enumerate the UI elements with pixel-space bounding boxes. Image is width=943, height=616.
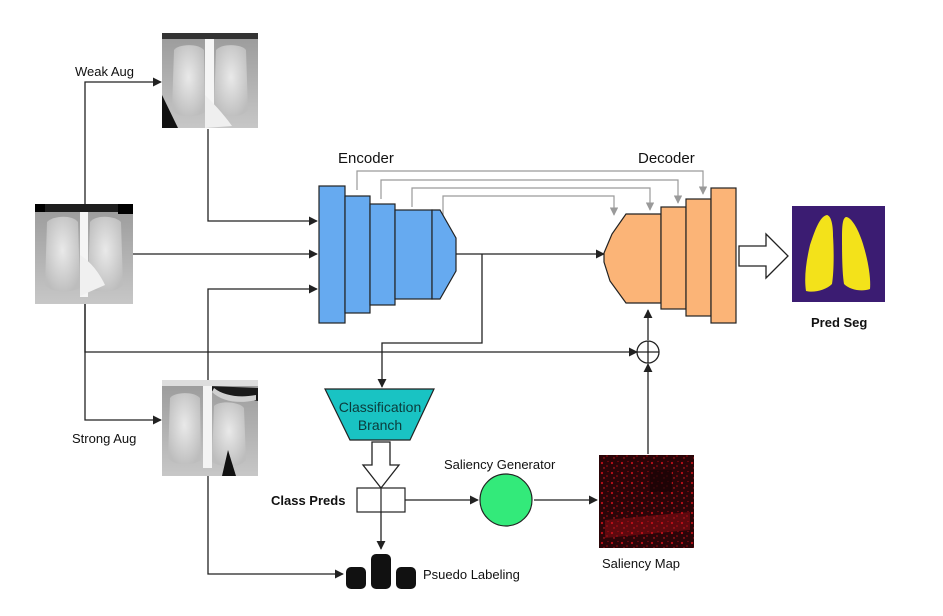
encoder-label: Encoder — [338, 150, 394, 167]
hollow-down-arrow-icon — [361, 441, 401, 490]
arrow-strong-aug-to-encoder — [207, 284, 318, 380]
decoder-label: Decoder — [638, 150, 695, 167]
classification-label-line2: Branch — [358, 417, 402, 433]
arrow-input-to-sum — [84, 304, 638, 357]
saliency-generator-label: Saliency Generator — [444, 457, 556, 472]
pred-seg-image — [792, 206, 885, 302]
arrow-strong-aug-to-pseudo — [207, 476, 344, 579]
saliency-map-label: Saliency Map — [602, 556, 680, 571]
class-preds-label: Class Preds — [271, 493, 345, 508]
arrow-input-to-weak-aug — [84, 77, 162, 204]
hollow-arrow-icon — [738, 232, 789, 280]
saliency-map-image — [599, 455, 694, 548]
encoder-block — [318, 185, 457, 324]
skip-connections — [356, 170, 708, 218]
weak-aug-label: Weak Aug — [75, 64, 134, 79]
arrow-weak-aug-to-encoder — [207, 129, 318, 226]
arrow-bottleneck-to-classifier — [377, 254, 483, 388]
weak-aug-xray-image — [162, 33, 258, 128]
classification-label-line1: Classification — [339, 399, 421, 415]
saliency-generator-node — [479, 473, 533, 527]
arrow-input-to-strong-aug — [84, 304, 162, 425]
classification-branch — [324, 388, 435, 441]
pseudo-labeling-label: Psuedo Labeling — [423, 567, 520, 582]
strong-aug-xray-image — [162, 380, 258, 476]
pseudo-labeling-icon — [346, 554, 416, 589]
decoder-block — [603, 187, 737, 324]
strong-aug-label: Strong Aug — [72, 431, 136, 446]
pred-seg-label: Pred Seg — [811, 315, 867, 330]
input-xray-image — [35, 204, 133, 304]
circled-plus-icon — [636, 340, 660, 364]
